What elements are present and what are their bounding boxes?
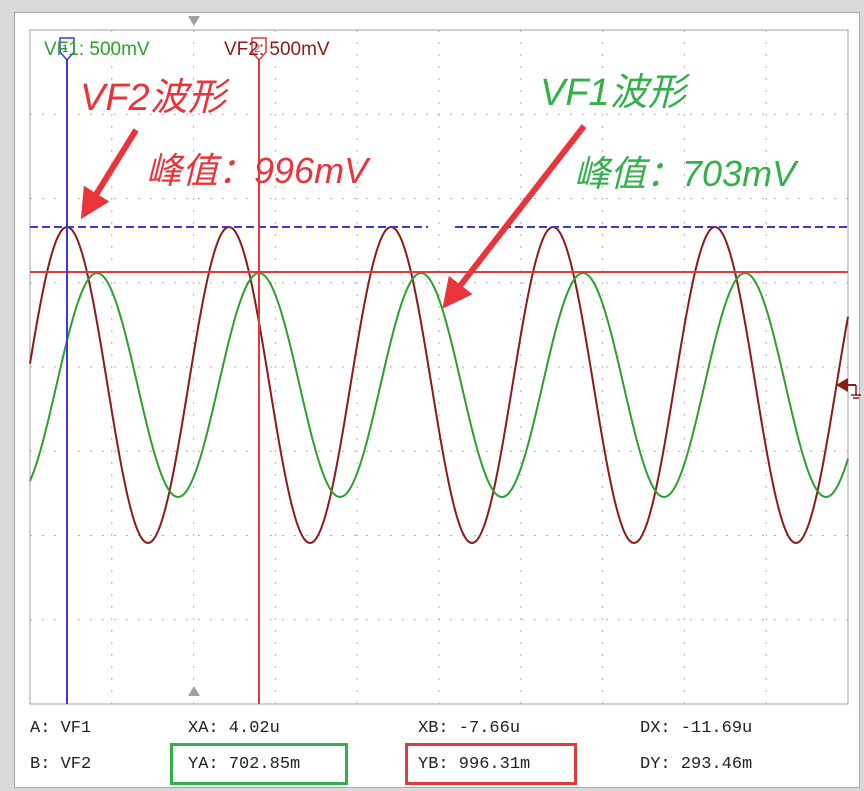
vf2-waveform-annotation: VF2波形 bbox=[80, 77, 231, 119]
vf2-channel-label: VF2: 500mV bbox=[224, 39, 330, 60]
ground-reference-icon[interactable] bbox=[836, 378, 861, 399]
readout-dx: DX: -11.69u bbox=[640, 719, 753, 738]
readout-channel-b: B: VF2 bbox=[30, 755, 92, 774]
top-trigger-marker-icon bbox=[188, 16, 200, 26]
vf1-annotation-arrow bbox=[442, 124, 587, 309]
vf2-peak-annotation: 峰值：996mV bbox=[146, 150, 371, 191]
scope-grid bbox=[29, 29, 849, 705]
svg-text:1: 1 bbox=[62, 43, 68, 55]
readout-xb: XB: -7.66u bbox=[418, 719, 521, 738]
vf1-waveform bbox=[29, 272, 849, 499]
vf1-peak-annotation: 峰值：703mV bbox=[574, 153, 799, 194]
cursor-b-handle-icon[interactable] bbox=[251, 37, 267, 62]
svg-text:2: 2 bbox=[254, 43, 260, 55]
vf2-annotation-arrow bbox=[80, 128, 139, 220]
trigger-position-marker-icon[interactable] bbox=[188, 686, 200, 696]
readout-xa: XA: 4.02u bbox=[188, 719, 280, 738]
cursor-a-handle-icon[interactable] bbox=[59, 37, 75, 62]
yb-highlight-box bbox=[405, 743, 577, 785]
readout-ya: YA: 702.85m bbox=[188, 755, 301, 774]
vf1-channel-label: VF1: 500mV bbox=[44, 39, 150, 60]
oscilloscope-frame bbox=[14, 12, 860, 788]
readout-yb: YB: 996.31m bbox=[418, 755, 531, 774]
vf1-waveform-annotation: VF1波形 bbox=[540, 72, 691, 114]
readout-channel-a: A: VF1 bbox=[30, 719, 92, 738]
ya-highlight-box bbox=[170, 743, 348, 785]
vf2-waveform bbox=[29, 226, 849, 545]
readout-dy: DY: 293.46m bbox=[640, 755, 753, 774]
